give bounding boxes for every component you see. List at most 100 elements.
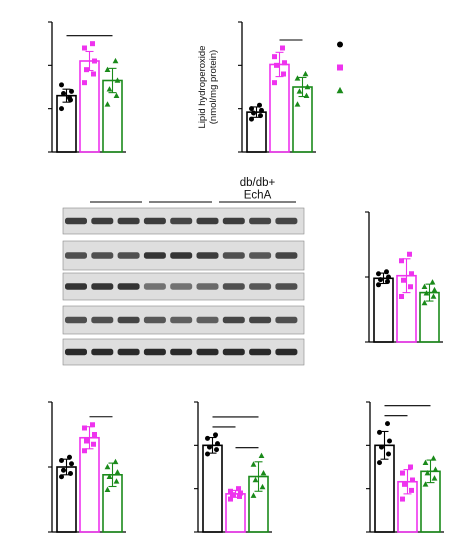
blot-band [117,217,140,225]
data-point [214,447,219,453]
data-point [257,102,262,108]
blot-band [143,252,166,259]
blot-band [170,316,193,324]
data-point [213,432,218,438]
blot-band [91,283,114,290]
data-point [250,461,257,467]
y-axis-label-line: Lipid hydroperoxide [197,46,208,129]
data-point [402,481,407,487]
blot-band [275,252,298,259]
data-point [376,282,381,288]
blot-band [275,348,298,356]
blot-band [196,217,219,225]
legend [336,41,344,94]
data-point [258,113,263,119]
blot-band [196,316,219,324]
data-point [104,463,111,470]
y-axis-label-line: (nmol/mg protein) [208,50,219,124]
data-point [114,469,121,475]
data-point [82,45,87,51]
data-point [114,77,121,83]
data-point [424,469,431,476]
chart-b: Lipid hydroperoxide(nmol/mg protein) [197,21,316,153]
chart-g [366,401,444,533]
data-point [67,95,72,101]
data-point [294,75,301,81]
blot-band [91,348,114,356]
blot-band [117,348,140,356]
blot-band [117,283,140,290]
data-point [113,92,120,98]
blot-group-label-line: db/db+ [240,177,276,189]
blot-band [143,316,166,324]
data-point [92,432,97,437]
data-point [432,466,439,472]
data-point [408,284,413,290]
data-point [250,492,257,498]
data-point [422,481,429,487]
data-point [385,279,390,285]
data-point [303,92,310,98]
bar [373,277,394,343]
data-point [260,469,267,476]
data-point [59,458,64,463]
data-point [61,467,66,473]
data-point [377,429,382,435]
data-point [430,455,437,461]
data-point [106,86,113,92]
blot-band [222,348,245,356]
data-point [302,70,309,77]
data-point [84,438,89,444]
blot-band [222,316,245,324]
blot-band [196,348,219,356]
data-point [387,438,392,444]
data-point [228,496,233,502]
data-point [272,80,277,86]
data-point [399,258,404,264]
data-point [252,476,259,483]
blot-band [222,252,245,259]
data-point [112,57,119,64]
data-point [274,62,279,68]
data-point [281,71,286,77]
data-point [259,483,266,490]
data-point [384,269,389,275]
data-point [409,487,414,493]
data-point [251,110,256,116]
data-point [409,271,414,277]
bar [269,63,290,153]
legend-marker [337,41,343,48]
blot-band [143,283,166,290]
blot-band [91,252,114,259]
blot-group-label: db/db+ EchA [240,177,276,202]
data-point [249,106,254,112]
data-point [272,54,277,60]
data-point [92,58,97,64]
blot-band [65,283,87,290]
data-point [294,101,301,107]
data-point [280,45,285,51]
data-point [376,271,381,277]
data-point [68,471,73,476]
blot-band [117,316,140,324]
blot-band [170,252,193,259]
blot-band [170,283,193,290]
blot-band [249,217,272,225]
data-point [236,486,241,492]
data-point [259,107,264,113]
blot-band [249,348,272,356]
data-point [104,101,111,107]
western-blot-panel: db/db+ EchA [62,177,305,366]
data-point [421,299,428,306]
blot-band [65,217,87,225]
bar [79,60,100,153]
data-point [304,83,311,90]
blot-band [143,217,166,225]
blot-band [249,252,272,259]
data-point [91,441,96,447]
blot-band [91,316,114,324]
blot-band [143,348,166,356]
bar-charts: Lipid hydroperoxide(nmol/mg protein) [48,21,444,533]
legend-marker [337,64,343,71]
data-point [91,71,96,77]
